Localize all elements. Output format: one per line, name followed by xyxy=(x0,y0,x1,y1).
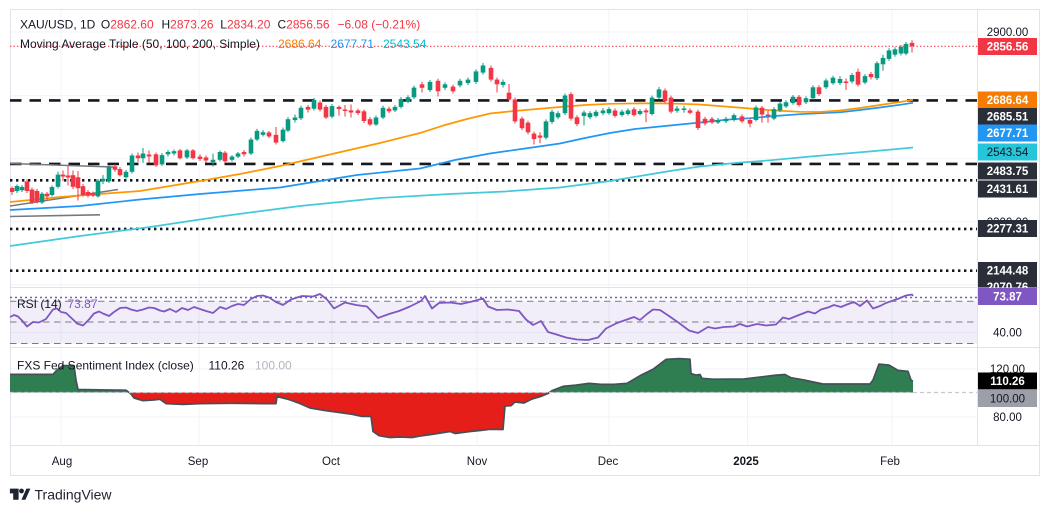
svg-text:−6.08 (−0.21%): −6.08 (−0.21%) xyxy=(338,17,421,31)
svg-text:FXS Fed Sentiment Index (close: FXS Fed Sentiment Index (close) xyxy=(17,359,194,373)
svg-text:2900.00: 2900.00 xyxy=(987,27,1029,39)
svg-text:2431.61: 2431.61 xyxy=(987,184,1029,196)
svg-text:Oct: Oct xyxy=(322,456,341,468)
svg-text:73.87: 73.87 xyxy=(993,292,1022,304)
svg-text:2144.48: 2144.48 xyxy=(987,266,1029,278)
svg-text:RSI (14): RSI (14) xyxy=(17,297,62,311)
svg-text:Moving Average Triple (50, 100: Moving Average Triple (50, 100, 200, Sim… xyxy=(20,37,260,51)
svg-text:Dec: Dec xyxy=(598,456,619,468)
svg-text:Aug: Aug xyxy=(52,456,72,468)
svg-text:C2856.56: C2856.56 xyxy=(278,17,330,31)
svg-text:40.00: 40.00 xyxy=(993,328,1022,340)
svg-text:Nov: Nov xyxy=(467,456,488,468)
svg-text:100.00: 100.00 xyxy=(255,359,292,373)
svg-text:2685.51: 2685.51 xyxy=(987,112,1029,124)
svg-text:2856.56: 2856.56 xyxy=(987,42,1029,54)
svg-text:110.26: 110.26 xyxy=(990,376,1025,388)
svg-text:2483.75: 2483.75 xyxy=(987,166,1029,178)
svg-text:2025: 2025 xyxy=(733,456,759,468)
svg-text:L2834.20: L2834.20 xyxy=(220,17,270,31)
svg-text:100.00: 100.00 xyxy=(990,394,1025,406)
svg-text:H2873.26: H2873.26 xyxy=(162,17,214,31)
svg-text:XAU/USD, 1D: XAU/USD, 1D xyxy=(20,17,96,31)
svg-text:2070.76: 2070.76 xyxy=(987,282,1029,294)
svg-text:2277.31: 2277.31 xyxy=(987,224,1029,236)
svg-text:2686.64: 2686.64 xyxy=(987,95,1029,107)
svg-text:2677.71: 2677.71 xyxy=(987,128,1029,140)
svg-text:80.00: 80.00 xyxy=(993,412,1022,424)
svg-text:Feb: Feb xyxy=(880,456,900,468)
svg-text:O2862.60: O2862.60 xyxy=(101,17,154,31)
svg-text:Sep: Sep xyxy=(188,456,208,468)
svg-text:TradingView: TradingView xyxy=(35,487,113,503)
svg-text:110.26: 110.26 xyxy=(209,359,245,373)
svg-text:2677.71: 2677.71 xyxy=(331,37,375,51)
svg-text:73.87: 73.87 xyxy=(68,297,98,311)
svg-text:2686.64: 2686.64 xyxy=(278,37,322,51)
svg-text:2543.54: 2543.54 xyxy=(383,37,427,51)
svg-text:2543.54: 2543.54 xyxy=(987,147,1029,159)
